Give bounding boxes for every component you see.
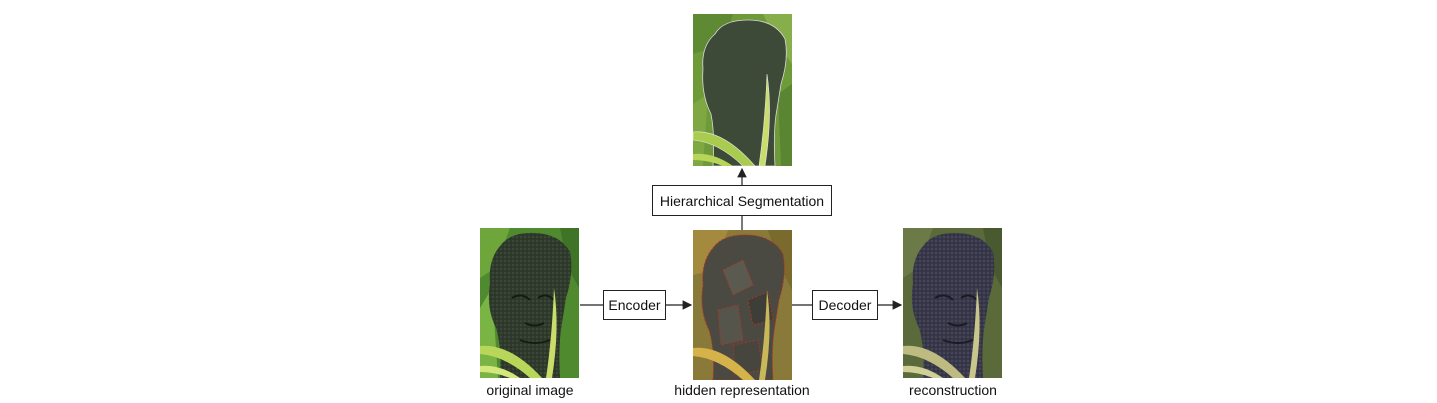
segmentation-box: Hierarchical Segmentation [652,185,832,216]
hidden-representation-image [693,230,792,380]
caption-hidden-representation: hidden representation [674,382,810,398]
decoder-box: Decoder [812,290,878,320]
original-image [480,228,579,378]
caption-original-image: original image [486,382,574,398]
segmentation-output-image [693,14,792,166]
caption-reconstruction: reconstruction [909,382,997,398]
reconstruction-image [903,228,1002,378]
encoder-box: Encoder [603,290,666,320]
